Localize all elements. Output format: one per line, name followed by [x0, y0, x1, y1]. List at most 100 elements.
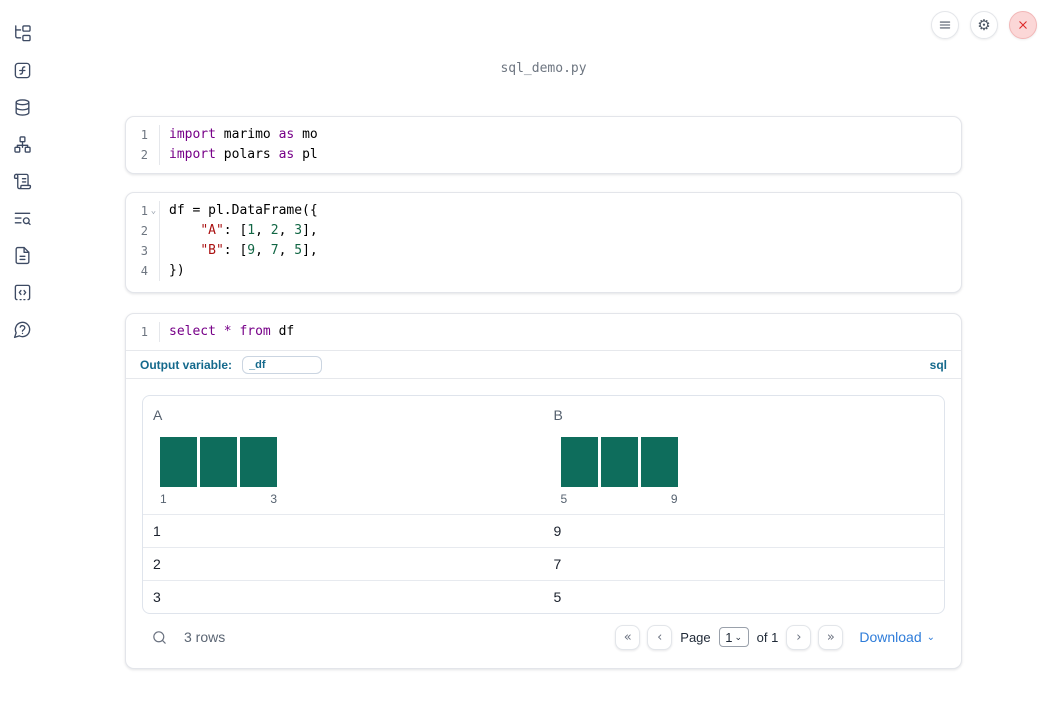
sidebar-item-trace-search[interactable] [12, 208, 32, 228]
line-number: 3 [140, 244, 148, 258]
code-text: "B": [9, 7, 5], [159, 241, 318, 261]
axis-label: 1 [160, 492, 167, 506]
sidebar-item-dependency-graph[interactable] [12, 134, 32, 154]
code-line[interactable]: 2 import polars as pl [126, 145, 961, 165]
file-text-icon [14, 246, 30, 264]
sidebar-item-snippets[interactable] [12, 282, 32, 302]
gear-icon: ⚙ [977, 16, 991, 34]
chevrons-right-icon: » [826, 629, 835, 645]
window-controls: ⚙ [931, 11, 1037, 39]
code-line[interactable]: 2 "A": [1, 2, 3], [126, 221, 961, 241]
histogram-bars [160, 437, 277, 487]
next-page-button[interactable]: › [786, 624, 812, 650]
code-line[interactable]: 3 "B": [9, 7, 5], [126, 241, 961, 261]
code-text: select * from df [159, 322, 294, 342]
function-square-icon [14, 62, 30, 78]
last-page-button[interactable]: » [818, 624, 844, 650]
sidebar-item-variables[interactable] [12, 60, 32, 80]
code-line[interactable]: 1 select * from df [126, 322, 961, 342]
table-cell: 5 [553, 589, 562, 605]
histogram-bar [560, 437, 598, 487]
sidebar [0, 0, 44, 713]
page-select[interactable]: 1 ⌄ [718, 627, 749, 647]
sidebar-item-data-sources[interactable] [12, 97, 32, 117]
download-label: Download [859, 629, 922, 645]
menu-button[interactable] [931, 11, 959, 39]
code-line[interactable]: 4}) [126, 261, 961, 281]
sidebar-item-logs[interactable] [12, 171, 32, 191]
histogram-bar [600, 437, 638, 487]
fold-gutter [148, 145, 159, 165]
code-text: "A": [1, 2, 3], [159, 221, 318, 241]
histogram-bars [560, 437, 678, 487]
code-editor[interactable]: 1 import marimo as mo 2 import polars as pl [126, 117, 961, 173]
page-label: Page [680, 629, 711, 645]
histogram-bar [200, 437, 237, 487]
fold-gutter [148, 221, 159, 241]
histogram-bar [640, 437, 678, 487]
download-button[interactable]: Download ⌄ [859, 629, 935, 645]
code-line[interactable]: 1 ⌄ df = pl.DataFrame({ [126, 201, 961, 221]
column-label: A [153, 407, 163, 423]
chevron-down-icon: ⌄ [734, 631, 743, 642]
axis-label: 5 [560, 492, 568, 506]
text-search-icon [14, 212, 31, 225]
table-cell: 7 [553, 556, 562, 572]
page-of-label: of 1 [756, 629, 779, 645]
shutdown-button[interactable] [1009, 11, 1037, 39]
chevron-right-icon: › [796, 629, 802, 645]
search-button[interactable] [151, 629, 168, 646]
page-select-value: 1 [725, 629, 733, 645]
output-variable-label: Output variable: [140, 357, 233, 372]
code-cell-imports[interactable]: 1 import marimo as mo 2 import polars as pl [125, 116, 962, 174]
code-text: }) [159, 261, 185, 281]
network-icon [13, 135, 31, 153]
code-box-icon [14, 284, 30, 300]
language-badge[interactable]: sql [929, 357, 947, 372]
sidebar-item-documentation[interactable] [12, 245, 32, 265]
database-icon [14, 98, 30, 116]
line-number: 4 [140, 264, 148, 278]
code-line[interactable]: 1 import marimo as mo [126, 125, 961, 145]
column-label: B [553, 407, 563, 423]
fold-gutter [148, 125, 159, 145]
code-text: import marimo as mo [159, 125, 318, 145]
scroll-icon [13, 173, 31, 189]
prev-page-button[interactable]: ‹ [647, 624, 673, 650]
code-editor[interactable]: 1 ⌄ df = pl.DataFrame({2 "A": [1, 2, 3], 3 … [126, 193, 961, 289]
pagination: « ‹ Page 1 ⌄ of 1 › » [615, 624, 844, 650]
axis-label: 9 [670, 492, 678, 506]
sidebar-item-explorer[interactable] [12, 23, 32, 43]
table-cell: 3 [153, 589, 161, 605]
histogram-bar [160, 437, 197, 487]
sql-options-bar: Output variable: sql [126, 351, 961, 379]
chevron-down-icon: ⌄ [926, 631, 935, 643]
code-text: df = pl.DataFrame({ [159, 201, 318, 221]
fold-gutter [148, 322, 159, 342]
chevron-left-icon: ‹ [657, 629, 663, 645]
settings-button[interactable]: ⚙ [970, 11, 998, 39]
notebook-filename[interactable]: sql_demo.py [500, 61, 587, 76]
file-tree-icon [14, 24, 31, 41]
first-page-button[interactable]: « [615, 624, 641, 650]
fold-chevron-icon[interactable]: ⌄ [150, 206, 157, 216]
sidebar-item-help[interactable] [12, 319, 32, 339]
output-variable-input[interactable] [242, 355, 323, 374]
hamburger-menu-icon [939, 21, 951, 29]
table-footer: 3 rows « ‹ Page 1 ⌄ of 1 › » [142, 622, 945, 652]
sql-code-editor[interactable]: 1 select * from df [126, 314, 961, 351]
code-text: import polars as pl [159, 145, 318, 165]
code-cell-dataframe[interactable]: 1 ⌄ df = pl.DataFrame({2 "A": [1, 2, 3], 3 … [125, 192, 962, 293]
axis-label: 3 [270, 492, 277, 506]
